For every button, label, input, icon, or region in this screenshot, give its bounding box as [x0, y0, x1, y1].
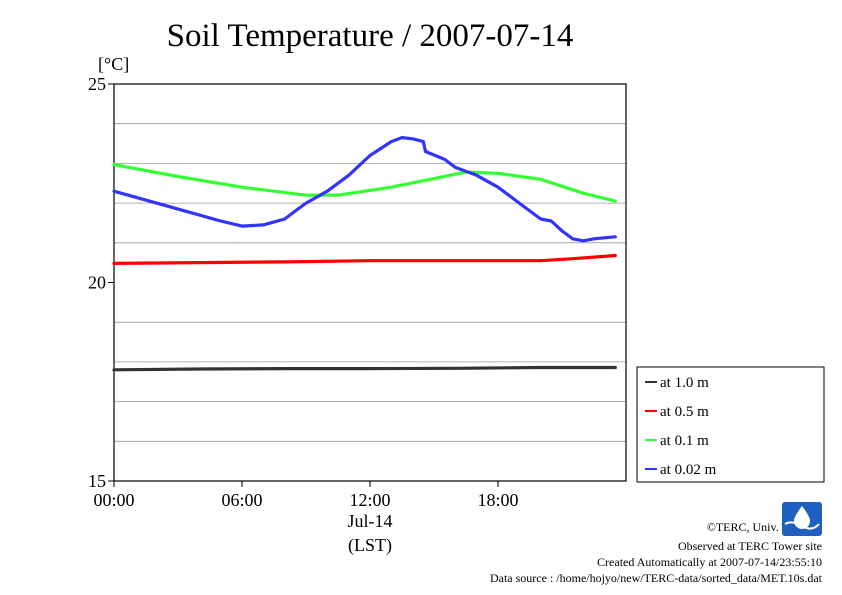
series-lines — [112, 136, 617, 372]
legend: at 1.0 m at 0.5 m at 0.1 m at 0.02 m — [636, 366, 825, 483]
terc-logo — [782, 502, 822, 536]
legend-label-0: at 1.0 m — [660, 375, 709, 391]
x-date-label: Jul-14 — [348, 511, 393, 531]
credit-created: Created Automatically at 2007-07-14/23:5… — [597, 555, 822, 569]
legend-label-3: at 0.02 m — [660, 462, 717, 478]
series-line-1 — [112, 253, 617, 265]
series-line-3 — [112, 136, 617, 243]
series-line-0 — [112, 365, 617, 372]
plot-frame — [113, 83, 627, 482]
y-tick-label-2: 15 — [88, 471, 106, 491]
x-ticks: 00:00 06:00 12:00 18:00 — [93, 481, 519, 510]
credit-observed: Observed at TERC Tower site — [678, 539, 822, 553]
x-tick-label-0: 00:00 — [93, 490, 134, 510]
legend-box — [636, 366, 825, 483]
x-tick-label-3: 18:00 — [477, 490, 518, 510]
y-tick-label-1: 20 — [88, 273, 106, 293]
y-ticks: 25 20 15 — [88, 74, 114, 491]
series-line-2 — [112, 163, 617, 203]
x-tick-label-1: 06:00 — [221, 490, 262, 510]
y-tick-label-0: 25 — [88, 74, 106, 94]
legend-label-2: at 0.1 m — [660, 433, 709, 449]
credit-source: Data source : /home/hojyo/new/TERC-data/… — [490, 571, 823, 585]
y-gridlines — [114, 123, 626, 442]
y-axis-label: [°C] — [98, 54, 129, 74]
chart-title: Soil Temperature / 2007-07-14 — [167, 18, 574, 54]
x-tick-label-2: 12:00 — [349, 490, 390, 510]
x-axis-label: (LST) — [348, 535, 392, 556]
legend-label-1: at 0.5 m — [660, 404, 709, 420]
